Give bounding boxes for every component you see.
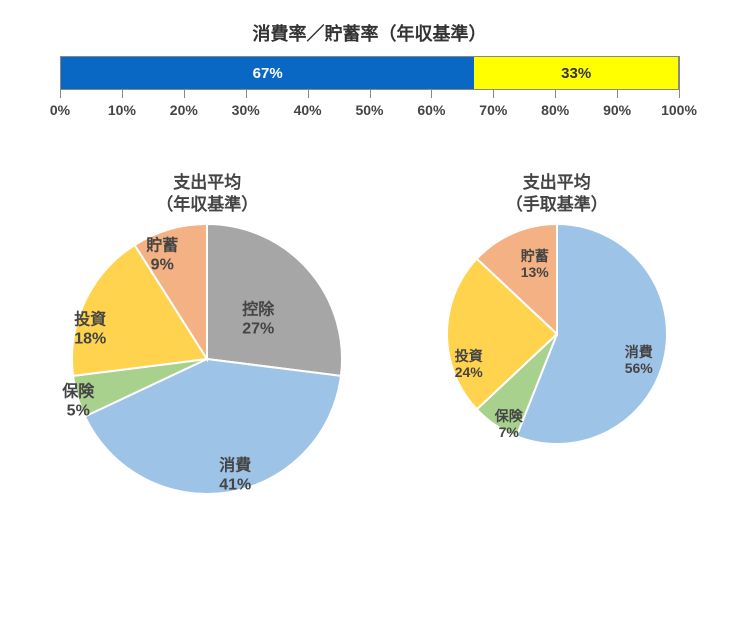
pie-left-title: 支出平均 （年収基準） [72, 172, 342, 216]
pie-right-title: 支出平均 （手取基準） [447, 172, 667, 216]
pie-slice-label: 投資18% [74, 312, 106, 349]
pie-slice-label: 消費56% [625, 344, 653, 376]
pie-slice [207, 224, 342, 376]
bar-segment: 33% [474, 57, 678, 89]
pie-slice-name: 消費 [625, 344, 653, 360]
pie-right-chart: 消費56% 保険7% 投資24% 貯蓄13% [447, 224, 667, 444]
bar-tick-label: 10% [108, 102, 136, 118]
pie-left: 支出平均 （年収基準） 控除27%消費41%保険5%投資18%貯蓄9% [72, 172, 342, 499]
pie-slice-value: 56% [625, 360, 653, 376]
pie-slice-value: 24% [455, 364, 483, 380]
bar-segment: 67% [61, 57, 474, 89]
bar-tick-label: 0% [50, 102, 70, 118]
pie-slice-label: 貯蓄9% [146, 238, 178, 275]
pie-left-title-line2: （年収基準） [156, 195, 258, 214]
bar-tick-label: 60% [417, 102, 445, 118]
pie-slice-name: 控除 [242, 302, 274, 320]
bar-tick-label: 100% [661, 102, 697, 118]
bar-tick-label: 70% [479, 102, 507, 118]
pie-slice-label: 貯蓄13% [521, 248, 549, 280]
bar-tick-label: 50% [355, 102, 383, 118]
bar-axis-labels: 0%10%20%30%40%50%60%70%80%90%100% [60, 102, 679, 122]
bar-chart: 67%33% 0%10%20%30%40%50%60%70%80%90%100% [60, 56, 679, 122]
pie-right-title-line2: （手取基準） [506, 195, 608, 214]
pie-row: 支出平均 （年収基準） 控除27%消費41%保険5%投資18%貯蓄9% 支出平均… [20, 172, 719, 499]
bar-tick-label: 40% [294, 102, 322, 118]
pie-slice-name: 貯蓄 [146, 238, 178, 256]
pie-slice-value: 41% [219, 476, 251, 494]
pie-slice-value: 9% [146, 256, 178, 274]
pie-slice-label: 控除27% [242, 302, 274, 339]
bar-tick-label: 80% [541, 102, 569, 118]
pie-slice-value: 27% [242, 320, 274, 338]
bar-track: 67%33% [60, 56, 679, 90]
pie-slice-label: 消費41% [219, 458, 251, 495]
pie-right: 支出平均 （手取基準） 消費56% 保険7% 投資24% 貯蓄13% [447, 172, 667, 499]
pie-slice-name: 保険 [62, 384, 94, 402]
pie-slice-value: 7% [495, 424, 523, 440]
pie-slice-value: 18% [74, 330, 106, 348]
pie-slice-name: 保険 [495, 408, 523, 424]
pie-slice-label: 保険7% [495, 408, 523, 440]
pie-slice-name: 消費 [219, 458, 251, 476]
pie-slice-value: 13% [521, 264, 549, 280]
bar-tick-label: 90% [603, 102, 631, 118]
pie-right-title-line1: 支出平均 [523, 173, 591, 192]
pie-slice-name: 貯蓄 [521, 248, 549, 264]
bar-tick-label: 20% [170, 102, 198, 118]
pie-left-chart: 控除27%消費41%保険5%投資18%貯蓄9% [72, 224, 342, 494]
pie-slice-name: 投資 [455, 348, 483, 364]
pie-slice-label: 保険5% [62, 384, 94, 421]
pie-slice-value: 5% [62, 402, 94, 420]
pie-slice-name: 投資 [74, 312, 106, 330]
bar-chart-title: 消費率／貯蓄率（年収基準） [20, 20, 719, 46]
pie-slice-label: 投資24% [455, 348, 483, 380]
pie-left-title-line1: 支出平均 [173, 173, 241, 192]
bar-tick-label: 30% [232, 102, 260, 118]
